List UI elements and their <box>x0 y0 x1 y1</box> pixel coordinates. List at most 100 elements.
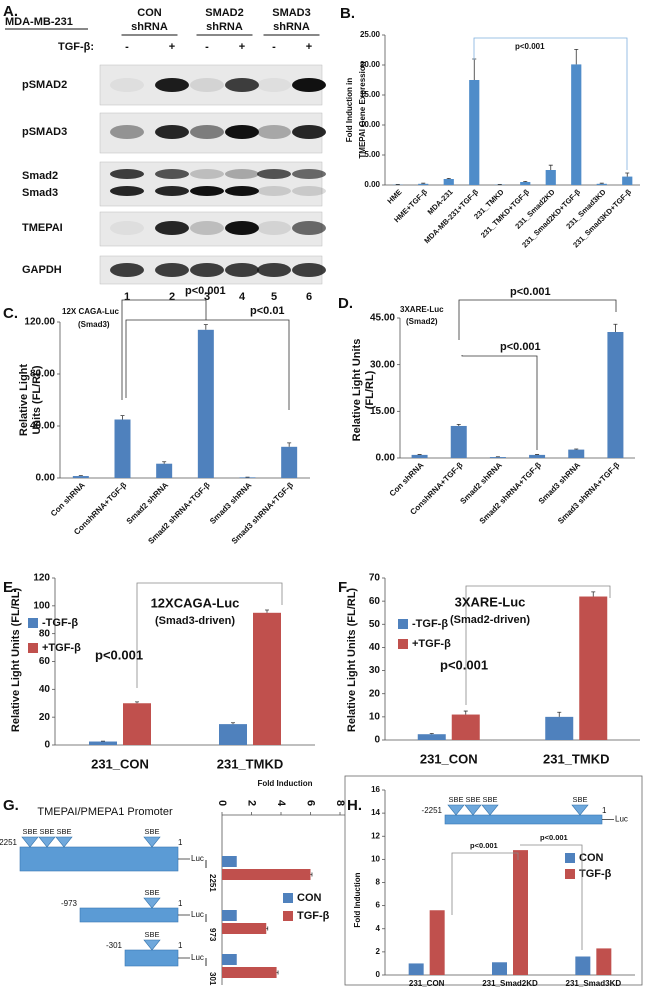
blot-band <box>257 221 291 235</box>
blot-band <box>110 78 144 92</box>
error-bar <box>203 324 208 330</box>
blot-band <box>190 263 224 277</box>
sbe-site <box>143 897 161 909</box>
promoter-title: TMEPAI/PMEPA1 Promoter <box>37 806 173 818</box>
annotation: (Smad2-driven) <box>450 614 530 626</box>
annotation: p<0.001 <box>185 285 226 297</box>
x-axis-label: Fold Induction <box>257 779 312 788</box>
y-tick-label: 0.00 <box>376 453 396 464</box>
x-tick-label: 2 <box>246 800 258 806</box>
bar <box>197 329 214 478</box>
error-bar <box>421 182 426 184</box>
y-tick-label: 40 <box>369 642 381 653</box>
error-bar <box>472 58 477 80</box>
legend-label: +TGF-β <box>412 638 451 650</box>
y-tick-label: 10 <box>371 854 380 863</box>
y-tick-label: 0.00 <box>364 180 380 189</box>
x-tick-label: 231_TMKD <box>217 756 283 771</box>
y-tick-label: 8 <box>376 878 381 887</box>
error-bar <box>557 711 562 717</box>
lane-number: 6 <box>306 291 312 303</box>
group-label: shRNA <box>131 21 168 33</box>
group-label: SMAD2 <box>205 7 244 19</box>
x-tick-label: 8 <box>334 800 346 806</box>
sbe-label: SBE <box>22 827 37 836</box>
sbe-site <box>143 836 161 848</box>
y-tick-label: 4 <box>376 924 381 933</box>
blot-band <box>225 78 259 92</box>
y-tick-label: 40 <box>39 684 51 695</box>
y-tick-label: 30 <box>369 665 381 676</box>
x-tick-label: 231_TMKD <box>543 751 609 766</box>
bar <box>545 716 574 740</box>
blot-band <box>190 186 224 196</box>
y-axis-label: Relative Light Units (FL/RL) <box>346 588 358 733</box>
sbe-label: SBE <box>144 827 159 836</box>
y-tick-label: 25.00 <box>360 30 381 39</box>
promoter-box <box>444 814 603 825</box>
sbe-label: SBE <box>448 795 463 804</box>
legend-label: +TGF-β <box>42 642 81 654</box>
y-tick-label: 301 <box>208 972 217 986</box>
sbe-site <box>143 939 161 951</box>
blot-band <box>155 78 189 92</box>
treatment-sign: + <box>239 41 245 53</box>
legend-swatch <box>283 911 293 921</box>
bar <box>520 182 531 185</box>
sbe-label: SBE <box>144 930 159 939</box>
chart-title: (Smad3) <box>78 320 110 329</box>
y-tick-label: 100 <box>33 600 50 611</box>
error-bar <box>162 461 167 464</box>
bar <box>443 179 454 185</box>
blot-row-label: GAPDH <box>22 264 62 276</box>
blot-band <box>190 78 224 92</box>
bar <box>469 80 480 185</box>
blot-band <box>155 125 189 139</box>
annotation: p<0.001 <box>440 657 488 672</box>
y-tick-label: 0 <box>374 735 380 746</box>
legend-swatch <box>28 618 38 628</box>
sbe-site <box>21 836 39 848</box>
bracket <box>465 585 611 705</box>
y-tick-label: 16 <box>371 785 380 794</box>
annotation: p<0.001 <box>500 341 541 353</box>
x-tick-label: 231_Smad2KD <box>482 979 538 988</box>
y-tick-label: 6 <box>376 901 381 910</box>
annotation: p<0.001 <box>470 841 498 850</box>
blot-band <box>257 125 291 139</box>
bar <box>607 332 624 458</box>
error-bar <box>446 178 451 179</box>
x-tick-label: 231_CON <box>91 756 149 771</box>
blot-band <box>110 169 144 179</box>
y-tick-label: 60 <box>39 656 51 667</box>
y-tick-label: 80.00 <box>30 369 55 380</box>
y-tick-label: 15.00 <box>370 406 395 417</box>
error-bar <box>456 424 461 426</box>
y-tick-label: 45.00 <box>370 313 395 324</box>
blot-row-label: Smad3 <box>22 187 58 199</box>
blot-row-label: pSMAD3 <box>22 126 67 138</box>
y-tick-label: 80 <box>39 628 51 639</box>
bar <box>281 446 298 478</box>
bar <box>568 449 585 458</box>
y-tick-label: 12 <box>371 831 380 840</box>
y-tick-label: 20 <box>39 712 51 723</box>
bar <box>451 714 480 740</box>
blot-band <box>257 263 291 277</box>
y-tick-label: 70 <box>369 573 381 584</box>
error-bar <box>135 701 139 704</box>
x-tick-label: Smad3 shRNA <box>208 480 254 526</box>
bar <box>429 910 445 975</box>
chart-title: 3XARE-Luc <box>400 305 444 314</box>
error-bar <box>276 970 279 975</box>
lane-number: 1 <box>124 291 130 303</box>
sbe-label: SBE <box>56 827 71 836</box>
y-tick-label: 15.00 <box>360 90 381 99</box>
group-label: shRNA <box>206 21 243 33</box>
sbe-site <box>38 836 56 848</box>
bar <box>411 454 428 458</box>
bar <box>222 954 237 965</box>
error-bar <box>574 448 579 450</box>
chart-title: (Smad2) <box>406 317 438 326</box>
